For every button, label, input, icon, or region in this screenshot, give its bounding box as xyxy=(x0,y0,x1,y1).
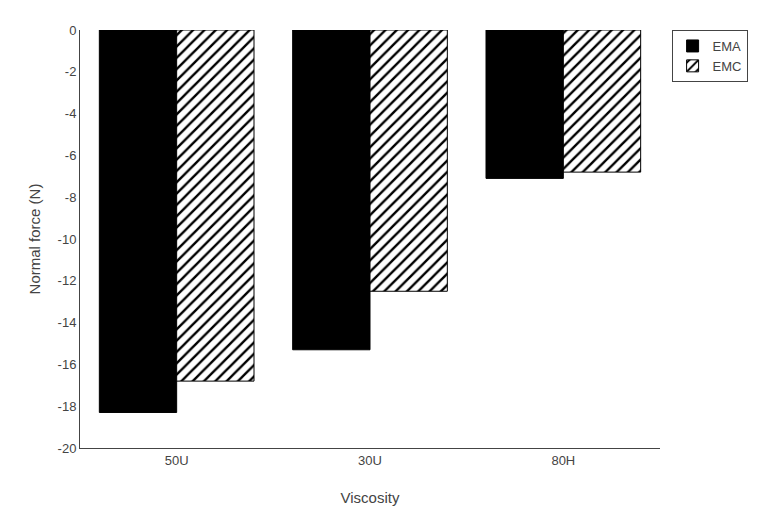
svg-text:80H: 80H xyxy=(551,453,575,468)
svg-text:-14: -14 xyxy=(58,315,77,330)
svg-text:-6: -6 xyxy=(65,148,77,163)
svg-text:-16: -16 xyxy=(58,357,77,372)
svg-text:-4: -4 xyxy=(65,106,77,121)
svg-text:-10: -10 xyxy=(58,232,77,247)
svg-text:30U: 30U xyxy=(358,453,382,468)
svg-text:-18: -18 xyxy=(58,399,77,414)
svg-text:-2: -2 xyxy=(65,64,77,79)
svg-text:Viscosity: Viscosity xyxy=(341,489,400,506)
svg-text:EMC: EMC xyxy=(713,59,742,74)
svg-text:EMA: EMA xyxy=(713,39,742,54)
svg-text:Normal force (N): Normal force (N) xyxy=(26,184,43,295)
svg-text:-12: -12 xyxy=(58,273,77,288)
svg-text:50U: 50U xyxy=(165,453,189,468)
svg-text:-20: -20 xyxy=(58,441,77,456)
svg-text:-8: -8 xyxy=(65,190,77,205)
svg-text:0: 0 xyxy=(69,23,76,38)
